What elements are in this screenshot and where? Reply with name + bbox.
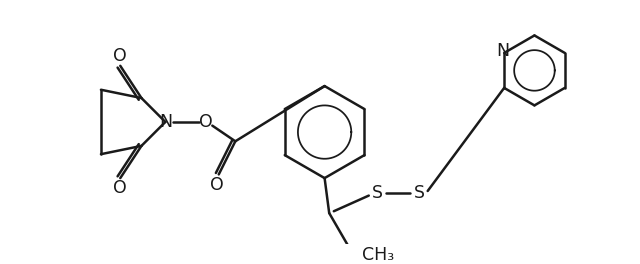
- Text: S: S: [372, 184, 383, 202]
- Text: S: S: [414, 184, 425, 202]
- Text: CH₃: CH₃: [362, 246, 395, 264]
- Text: O: O: [113, 179, 127, 197]
- Text: N: N: [159, 113, 172, 131]
- Text: O: O: [199, 113, 212, 131]
- Text: N: N: [496, 42, 509, 60]
- Text: O: O: [210, 176, 224, 194]
- Text: O: O: [113, 47, 127, 65]
